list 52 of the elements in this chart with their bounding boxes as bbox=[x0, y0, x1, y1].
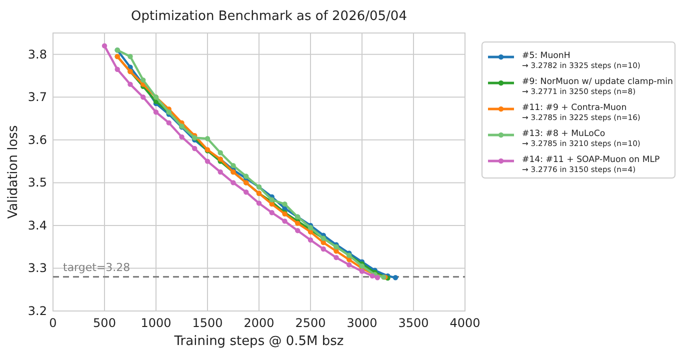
point bbox=[230, 162, 236, 168]
y-tick-label: 3.5 bbox=[28, 176, 47, 190]
x-tick-label: 1500 bbox=[192, 316, 223, 330]
point bbox=[140, 94, 146, 100]
point bbox=[192, 146, 198, 152]
point bbox=[370, 273, 375, 279]
point bbox=[282, 218, 288, 224]
point bbox=[230, 180, 236, 186]
y-tick-label: 3.8 bbox=[28, 47, 47, 62]
x-tick-label: 0 bbox=[49, 316, 57, 330]
ref-line-label: target=3.28 bbox=[63, 260, 130, 274]
point bbox=[128, 54, 133, 60]
point bbox=[218, 169, 223, 175]
point bbox=[392, 275, 398, 280]
point bbox=[102, 43, 108, 48]
point bbox=[346, 262, 352, 268]
y-tick-label: 3.6 bbox=[28, 132, 47, 147]
point bbox=[204, 136, 210, 142]
point bbox=[308, 237, 314, 243]
y-tick-label: 3.3 bbox=[28, 261, 47, 276]
x-tick-label: 500 bbox=[93, 316, 116, 330]
x-tick-label: 4000 bbox=[450, 316, 480, 330]
point bbox=[374, 275, 380, 280]
x-tick-label: 2500 bbox=[295, 316, 326, 330]
y-tick-label: 3.4 bbox=[28, 218, 47, 232]
point bbox=[269, 197, 274, 202]
point bbox=[128, 82, 133, 87]
point bbox=[204, 158, 210, 164]
point bbox=[218, 150, 223, 156]
point bbox=[320, 246, 326, 252]
point bbox=[244, 174, 249, 179]
y-axis-title: Validation loss bbox=[6, 125, 21, 219]
y-tick-label: 3.7 bbox=[28, 90, 47, 104]
point bbox=[269, 210, 274, 216]
point bbox=[179, 134, 184, 140]
point bbox=[334, 254, 339, 260]
x-tick-label: 3500 bbox=[398, 316, 429, 330]
x-tick-label: 2000 bbox=[244, 316, 274, 330]
x-axis-title: Training steps @ 0.5M bsz bbox=[173, 334, 344, 349]
x-tick-label: 1000 bbox=[140, 316, 172, 330]
point bbox=[166, 120, 172, 126]
x-tick-label: 3000 bbox=[346, 316, 378, 330]
point bbox=[359, 268, 365, 274]
chart-title: Optimization Benchmark as of 2026/05/04 bbox=[131, 9, 407, 24]
point bbox=[114, 66, 120, 72]
y-tick-label: 3.2 bbox=[28, 304, 47, 318]
point bbox=[140, 77, 146, 83]
point bbox=[244, 190, 249, 195]
point bbox=[295, 228, 300, 234]
point bbox=[282, 201, 288, 207]
point bbox=[256, 200, 262, 206]
point bbox=[153, 110, 159, 115]
